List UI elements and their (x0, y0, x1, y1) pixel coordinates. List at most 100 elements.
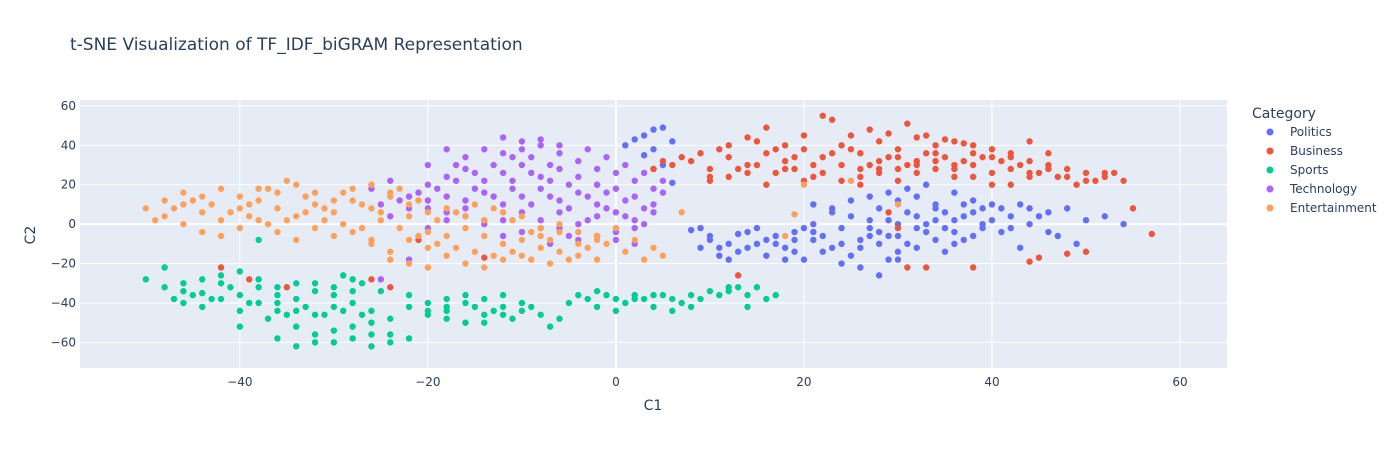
x-tick-label: 40 (984, 375, 999, 389)
data-point (499, 303, 507, 311)
data-point (603, 153, 610, 161)
data-point (763, 124, 770, 131)
data-point (866, 217, 873, 224)
data-point (1082, 217, 1090, 224)
data-point (913, 169, 920, 177)
data-point (443, 315, 450, 322)
data-point (311, 224, 319, 232)
data-point (255, 197, 262, 204)
series-sports (142, 236, 779, 350)
data-point (180, 220, 187, 228)
data-point (330, 339, 338, 346)
data-point (546, 193, 554, 200)
data-point (697, 244, 704, 251)
data-point (904, 240, 911, 248)
data-point (217, 272, 225, 279)
data-point (565, 256, 573, 263)
data-point (584, 244, 591, 251)
data-point (800, 256, 808, 263)
data-point (528, 169, 535, 177)
data-point (960, 236, 967, 244)
data-point (368, 307, 375, 315)
data-point (753, 224, 761, 232)
data-point (1026, 205, 1033, 212)
data-point (650, 185, 657, 192)
data-point (593, 232, 601, 240)
data-point (913, 224, 920, 232)
data-point (302, 303, 309, 311)
data-point (725, 240, 732, 248)
data-point (311, 331, 319, 338)
data-point (170, 295, 178, 303)
data-point (791, 236, 798, 244)
data-point (462, 213, 469, 220)
data-point (744, 169, 751, 177)
data-point (640, 220, 648, 228)
data-point (866, 232, 873, 240)
data-point (734, 230, 742, 238)
data-point (330, 284, 338, 291)
data-point (612, 224, 620, 232)
data-point (396, 185, 403, 192)
data-point (828, 116, 836, 123)
data-point (781, 244, 789, 251)
data-point (415, 197, 422, 204)
data-point (631, 217, 638, 224)
data-point (311, 280, 319, 287)
data-point (274, 299, 281, 307)
data-point (368, 331, 375, 338)
data-point (904, 209, 911, 216)
data-point (781, 157, 789, 165)
data-point (979, 205, 986, 212)
data-point (659, 189, 667, 196)
data-point (875, 169, 883, 177)
data-point (904, 185, 911, 192)
data-point (349, 197, 356, 204)
data-point (274, 291, 281, 299)
data-point (763, 236, 770, 244)
data-point (499, 201, 507, 208)
data-point (885, 130, 892, 137)
data-point (885, 209, 892, 216)
data-point (1026, 258, 1033, 265)
plot-area (80, 100, 1227, 368)
data-point (885, 232, 892, 240)
data-point (274, 284, 281, 291)
data-point (772, 146, 779, 153)
data-point (405, 335, 413, 342)
data-point (828, 150, 836, 157)
data-point (659, 291, 667, 299)
data-point (894, 177, 902, 184)
data-point (509, 315, 516, 322)
data-point (838, 260, 845, 267)
data-point (866, 224, 873, 232)
x-tick-label: −40 (227, 375, 252, 389)
data-point (227, 209, 234, 216)
legend-marker (1266, 204, 1274, 212)
legend-item-label: Technology (1289, 182, 1357, 196)
data-point (838, 240, 845, 248)
data-point (1007, 165, 1014, 173)
data-point (537, 136, 544, 143)
data-point (1063, 205, 1071, 212)
data-point (1063, 250, 1071, 257)
data-point (612, 185, 620, 192)
data-point (311, 311, 319, 318)
data-point (716, 244, 723, 251)
data-point (405, 291, 413, 299)
data-point (424, 299, 432, 307)
data-point (969, 161, 977, 169)
data-point (988, 169, 996, 177)
data-point (960, 140, 967, 147)
data-point (1054, 173, 1061, 181)
data-point (443, 217, 450, 224)
data-point (481, 311, 488, 318)
data-point (1016, 201, 1024, 208)
data-point (753, 161, 761, 169)
data-point (434, 185, 441, 192)
data-point (857, 173, 864, 181)
data-point (622, 248, 629, 255)
data-point (725, 284, 732, 291)
data-point (415, 232, 422, 240)
